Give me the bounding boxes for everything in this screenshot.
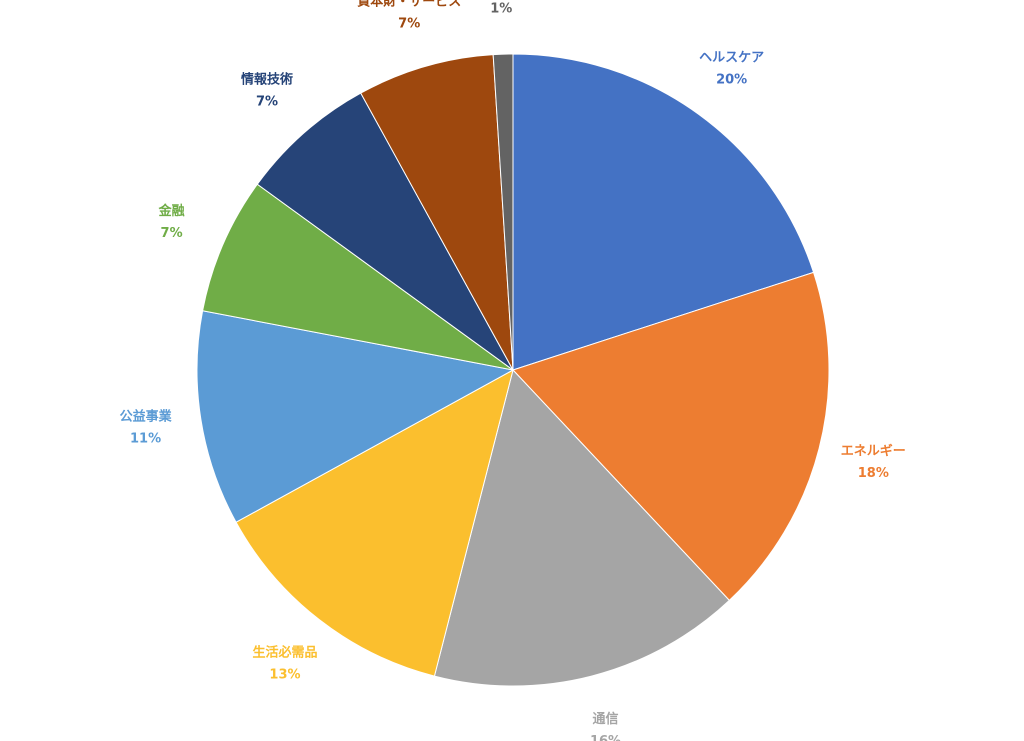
slice-value-label: 7% [398,16,420,31]
pie-slice [512,271,830,602]
slice-value-label: 13% [269,667,300,682]
slice-value-label: 16% [590,734,621,741]
slice-value-label: 7% [256,94,278,109]
slice-label: 通信 [593,711,619,727]
pie-slice [196,310,515,523]
slice-label: 資本財・サービス [357,0,461,9]
pie-slice [256,92,514,371]
slice-value-label: 20% [716,73,747,88]
slice-value-label: 1% [490,2,512,17]
slice-label: 情報技術 [241,71,293,87]
slice-label: ヘルスケア [699,51,764,66]
pie-slice [492,53,514,371]
slice-label: 生活必需品 [252,644,317,660]
pie-slice [512,53,815,371]
pie-slice [235,369,514,677]
pie-slice [433,368,731,687]
slice-value-label: 11% [130,432,161,447]
slice-value-label: 18% [858,466,889,481]
slice-value-label: 7% [161,226,183,241]
slice-label: 金融 [158,203,185,219]
slice-label: エネルギー [841,443,906,459]
pie-slice [360,54,514,371]
slice-label: 公益事業 [120,409,173,425]
pie-slice [202,183,514,371]
